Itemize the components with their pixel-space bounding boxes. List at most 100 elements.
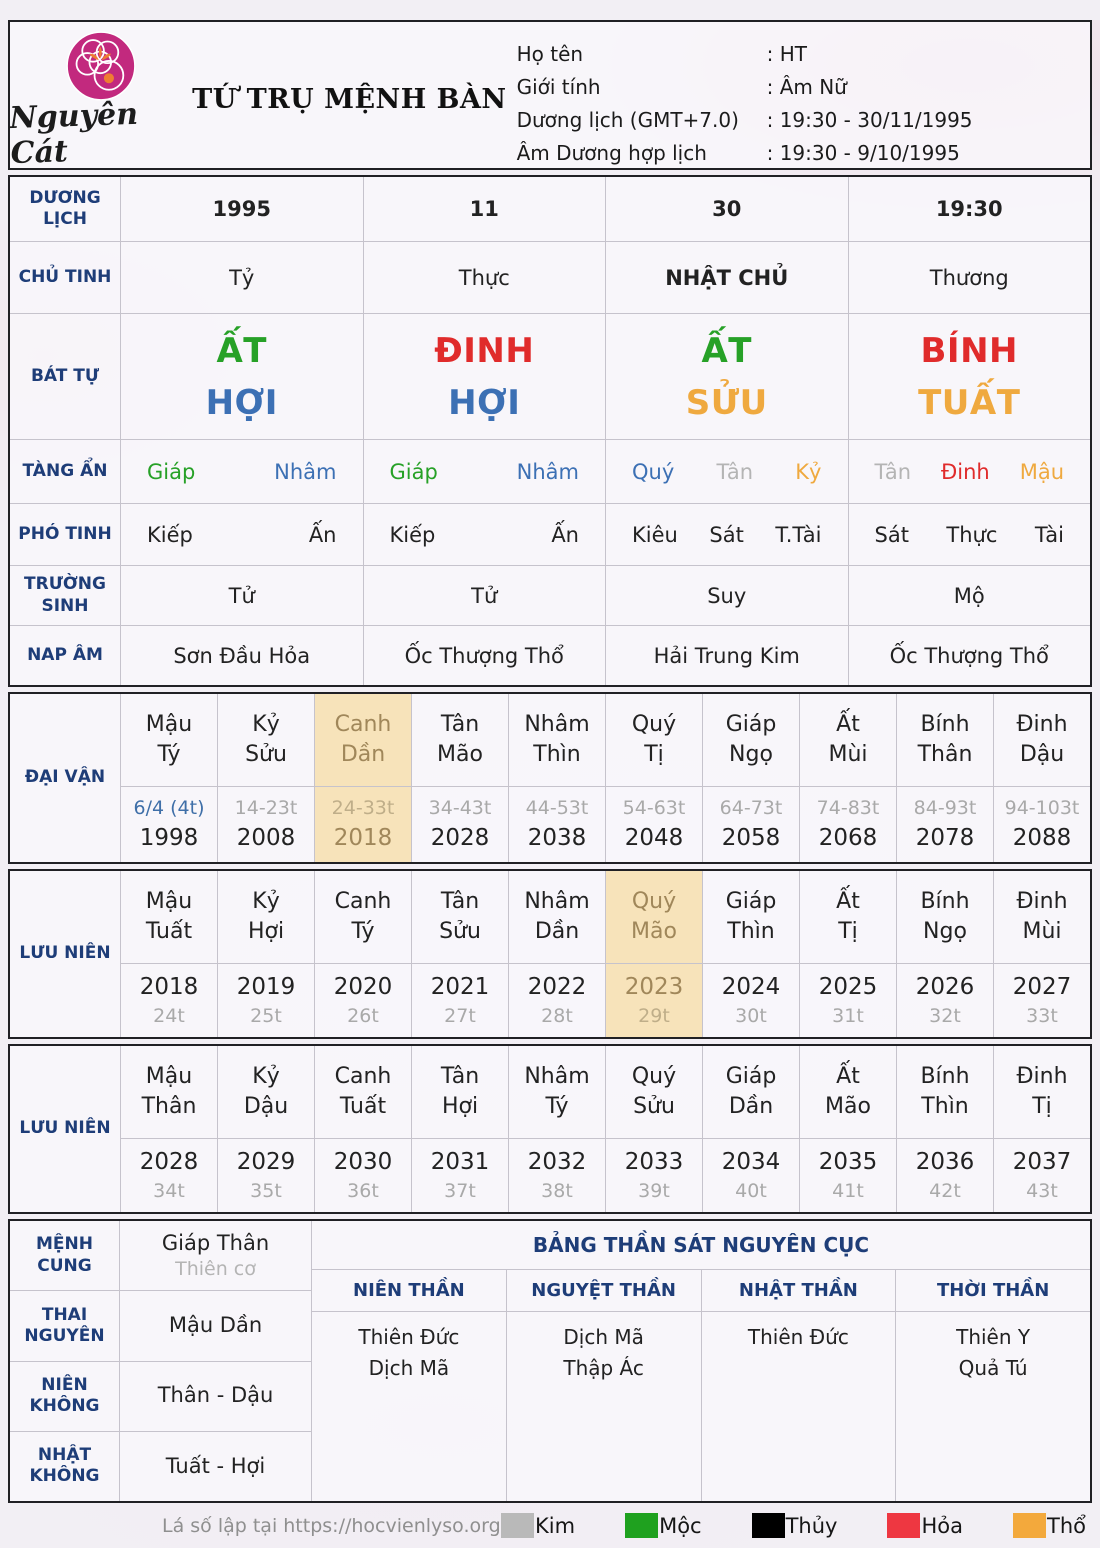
age: 43t [1026, 1180, 1058, 1203]
stem: Kỷ [252, 1064, 280, 1090]
bat-tu-hour-pillar: BÍNH TUẤT [847, 313, 1090, 439]
col-header-nien-than: NIÊN THẦN [353, 1280, 465, 1301]
hidden-stem: Nhâm [516, 459, 579, 484]
header: Nguyên Cát TỨ TRỤ MỆNH BÀN Họ tên : HT G… [8, 20, 1092, 171]
start-year: 2048 [624, 824, 684, 851]
stem: Đinh [1016, 1064, 1068, 1090]
dai-van-column: Ất Mùi 74-83t 2068 [799, 694, 896, 862]
element-legend: Kim Mộc Thủy Hỏa Thổ [501, 1513, 1086, 1538]
year: 2028 [139, 1149, 199, 1176]
branch: Tị [838, 919, 858, 944]
hidden-stem: Đinh [941, 459, 990, 484]
star: Thiên Y [956, 1325, 1031, 1349]
branch: Thìn [921, 1094, 969, 1119]
nap-am-hour: Ốc Thượng Thổ [847, 625, 1090, 685]
year: 2020 [333, 974, 393, 1001]
stem: Bính [920, 712, 970, 738]
age: 30t [735, 1005, 767, 1028]
tang-an-year: Giáp Nhâm [120, 439, 363, 503]
stem: Canh [334, 1064, 392, 1090]
solar-day: 30 [605, 177, 848, 241]
bat-tu-year-pillar: ẤT HỢI [120, 313, 363, 439]
stem: Canh [334, 889, 392, 915]
aux-star: T.Tài [775, 522, 822, 547]
row-label-nhat-khong: NHẬT KHÔNG [10, 1431, 120, 1501]
luu-nien-column: Giáp Dần 2034 40t [702, 1046, 799, 1212]
branch: Mùi [1022, 919, 1062, 944]
age: 27t [444, 1005, 476, 1028]
aux-star: Kiêu [632, 522, 678, 547]
luu-nien-column: Quý Sửu 2033 39t [605, 1046, 702, 1212]
branch: Tuất [339, 1094, 387, 1119]
row-label-truong-sinh: TRƯỜNG SINH [10, 565, 120, 625]
stem: Nhâm [524, 889, 590, 915]
age-range: 14-23t [234, 797, 298, 820]
row-label-luu-nien: LƯU NIÊN [19, 943, 111, 964]
legend-item-moc: Mộc [625, 1513, 702, 1538]
dai-van-column: Nhâm Thìn 44-53t 2038 [508, 694, 605, 862]
branch: Tuất [145, 919, 193, 944]
row-label-tang-an: TÀNG ẨN [10, 439, 120, 503]
info-value: : HT [766, 42, 807, 66]
legend-item-hoa: Hỏa [887, 1513, 963, 1538]
start-year: 2038 [527, 824, 587, 851]
legend-item-thuy: Thủy [751, 1513, 838, 1538]
nap-am-day: Hải Trung Kim [605, 625, 848, 685]
row-label-chu-tinh: CHỦ TINH [10, 241, 120, 313]
branch: Mão [631, 919, 677, 944]
stem: Tân [440, 712, 480, 738]
info-value: : 19:30 - 9/10/1995 [766, 141, 960, 165]
branch: Tý [545, 1094, 569, 1119]
stem: Giáp [725, 1064, 777, 1090]
info-label: Âm Dương hợp lịch [516, 141, 707, 165]
stem: Kỷ [252, 889, 280, 915]
stem: Ất [836, 889, 860, 915]
row-label-dai-van: ĐẠI VẬN [24, 767, 106, 788]
start-year: 2008 [236, 824, 296, 851]
legend-item-tho: Thổ [1013, 1513, 1086, 1538]
aux-star: Ấn [551, 522, 579, 547]
luu-nien-column: Canh Tý 2020 26t [314, 871, 411, 1037]
stem: Quý [631, 1064, 677, 1090]
age: 33t [1026, 1005, 1058, 1028]
than-sat-headers: NIÊN THẦN NGUYỆT THẦN NHẬT THẦN THỜI THẦ… [312, 1269, 1090, 1311]
branch: Mão [825, 1094, 871, 1119]
thoi-than-cell: Thiên Y Quả Tú [895, 1312, 1090, 1501]
hidden-stem: Mậu [1019, 459, 1064, 484]
tang-an-day: Quý Tân Kỷ [605, 439, 848, 503]
year: 2031 [430, 1149, 490, 1176]
luu-nien-column: Canh Tuất 2030 36t [314, 1046, 411, 1212]
hidden-stem: Tân [716, 459, 754, 484]
luu-nien-column: Kỷ Hợi 2019 25t [217, 871, 314, 1037]
moc-color-swatch [625, 1513, 659, 1538]
aux-star: Ấn [308, 522, 337, 547]
year: 2035 [818, 1149, 878, 1176]
hidden-stem: Quý [632, 459, 675, 484]
start-year: 2058 [721, 824, 781, 851]
stem: Nhâm [524, 1064, 590, 1090]
nap-am-year: Sơn Đầu Hỏa [120, 625, 363, 685]
legend-item-kim: Kim [501, 1513, 575, 1538]
truong-sinh-year: Tử [120, 565, 363, 625]
age-range: 44-53t [525, 797, 589, 820]
nien-than-cell: Thiên Đức Dịch Mã [312, 1312, 506, 1501]
chu-tinh-hour: Thương [847, 241, 1090, 313]
age: 25t [250, 1005, 282, 1028]
year: 2025 [818, 974, 878, 1001]
footer: Lá số lập tại https://hocvienlyso.org Ki… [14, 1513, 1086, 1538]
year: 2034 [721, 1149, 781, 1176]
col-header-nguyet-than: NGUYỆT THẦN [505, 1270, 701, 1311]
row-label-menh-cung: MỆNH CUNG [10, 1221, 120, 1291]
stem: Mậu [145, 1064, 193, 1090]
stem: Đinh [1016, 712, 1068, 738]
branch: TUẤT [918, 382, 1021, 423]
year: 2037 [1012, 1149, 1072, 1176]
branch: Tị [1032, 1094, 1052, 1119]
stem: Quý [631, 889, 677, 915]
age: 34t [153, 1180, 185, 1203]
nien-khong-row: NIÊN KHÔNG Thân - Dậu [10, 1360, 311, 1431]
branch: Mão [437, 742, 483, 767]
bottom-section: MỆNH CUNG Giáp Thân Thiên cơ THAI NGUYÊN… [8, 1219, 1092, 1503]
hoa-color-swatch [887, 1513, 921, 1538]
legend-label: Thủy [785, 1513, 838, 1538]
